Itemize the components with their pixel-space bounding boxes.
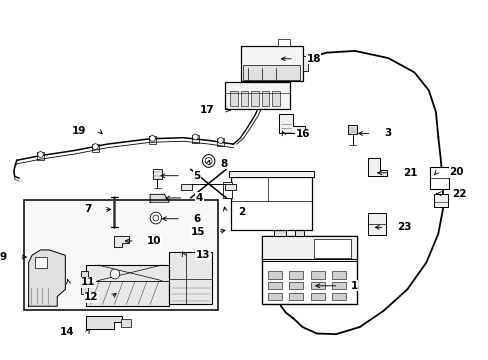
Bar: [228, 171, 314, 177]
Polygon shape: [29, 250, 65, 306]
Bar: [271, 91, 279, 106]
Bar: [243, 65, 300, 80]
Bar: [310, 271, 324, 279]
Text: 14: 14: [60, 327, 75, 337]
Bar: [216, 138, 224, 146]
Text: 11: 11: [81, 277, 95, 287]
Bar: [148, 136, 156, 144]
Bar: [267, 282, 282, 289]
Ellipse shape: [92, 144, 98, 149]
Bar: [240, 91, 248, 106]
Text: 1: 1: [350, 281, 357, 291]
Ellipse shape: [205, 158, 212, 165]
Bar: [225, 184, 235, 190]
Bar: [240, 45, 302, 81]
Text: 21: 21: [402, 168, 417, 178]
Bar: [367, 213, 386, 234]
Bar: [273, 228, 285, 235]
Bar: [288, 271, 303, 279]
Bar: [121, 319, 131, 327]
Bar: [24, 201, 218, 310]
Text: 13: 13: [196, 249, 210, 260]
Text: 6: 6: [193, 214, 200, 224]
Text: 3: 3: [383, 129, 390, 138]
Bar: [169, 252, 212, 304]
Bar: [331, 282, 346, 289]
Bar: [433, 194, 447, 207]
Bar: [429, 167, 448, 189]
Bar: [152, 168, 162, 179]
Bar: [91, 144, 99, 152]
Text: 22: 22: [451, 189, 466, 199]
Bar: [262, 235, 357, 304]
Text: 12: 12: [84, 292, 99, 302]
Bar: [81, 271, 88, 294]
Text: 19: 19: [72, 126, 86, 135]
Bar: [85, 265, 169, 306]
Bar: [225, 82, 289, 109]
Ellipse shape: [153, 215, 159, 221]
Bar: [347, 125, 357, 134]
Text: 18: 18: [305, 54, 320, 64]
Text: 15: 15: [190, 227, 205, 237]
Bar: [267, 293, 282, 300]
Bar: [35, 257, 47, 268]
Bar: [310, 293, 324, 300]
Bar: [250, 91, 258, 106]
Polygon shape: [85, 316, 122, 329]
Bar: [262, 235, 357, 260]
Bar: [277, 39, 289, 45]
Ellipse shape: [38, 152, 43, 157]
Text: 7: 7: [84, 204, 91, 215]
Bar: [288, 282, 303, 289]
Bar: [331, 271, 346, 279]
Bar: [288, 293, 303, 300]
Ellipse shape: [192, 134, 198, 140]
Bar: [261, 91, 269, 106]
Text: 17: 17: [200, 105, 214, 115]
Text: 16: 16: [295, 129, 310, 139]
Bar: [37, 152, 44, 160]
Text: 9: 9: [0, 252, 7, 262]
Bar: [310, 282, 324, 289]
Text: 5: 5: [193, 171, 200, 181]
Bar: [191, 135, 199, 143]
Text: 20: 20: [448, 167, 463, 177]
Bar: [231, 177, 311, 230]
Text: 23: 23: [396, 222, 410, 232]
Text: 8: 8: [220, 159, 227, 169]
Text: 4: 4: [196, 193, 203, 203]
Ellipse shape: [202, 155, 214, 167]
Bar: [222, 183, 232, 198]
Bar: [314, 239, 350, 258]
Polygon shape: [114, 235, 128, 247]
Bar: [302, 56, 307, 71]
Polygon shape: [150, 194, 169, 202]
Text: 10: 10: [147, 236, 162, 246]
Polygon shape: [278, 114, 305, 134]
Bar: [331, 293, 346, 300]
Bar: [230, 91, 237, 106]
Ellipse shape: [217, 138, 223, 144]
Ellipse shape: [110, 269, 120, 279]
Ellipse shape: [150, 212, 161, 224]
Text: 2: 2: [237, 207, 244, 217]
Ellipse shape: [149, 135, 155, 141]
Bar: [267, 271, 282, 279]
Bar: [152, 216, 159, 220]
Bar: [181, 184, 191, 190]
Polygon shape: [367, 158, 386, 176]
Bar: [295, 230, 304, 235]
